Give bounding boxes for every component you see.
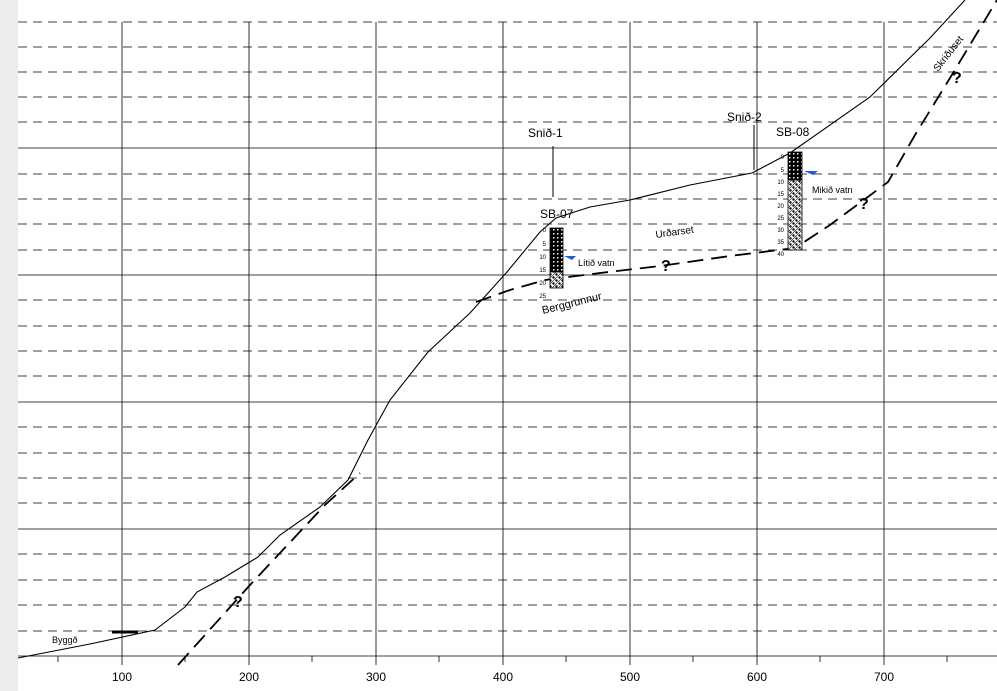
x-tick-label: 400 (493, 670, 513, 684)
byggd-label: Byggð (52, 635, 78, 645)
sb07-column (549, 227, 564, 273)
depth-tick: 15 (777, 192, 784, 198)
question-mark: ? (233, 594, 243, 611)
depth-tick: 10 (777, 180, 784, 186)
sb08-depth-scale: 0 5 10 15 20 25 30 35 40 (777, 155, 784, 258)
vertical-grid (121, 22, 885, 656)
depth-tick: 10 (539, 255, 546, 261)
question-mark: ? (859, 196, 869, 213)
plot-area (18, 0, 997, 691)
sb07-depth-scale: 0 5 10 15 20 25 (539, 228, 546, 300)
depth-tick: 15 (539, 268, 546, 274)
depth-tick: 40 (777, 252, 784, 258)
x-axis-labels: 100 200 300 400 500 600 700 (112, 670, 894, 684)
x-tick-label: 700 (874, 670, 894, 684)
question-mark: ? (952, 70, 962, 87)
depth-tick: 25 (539, 294, 546, 300)
depth-tick: 25 (777, 216, 784, 222)
depth-tick: 20 (539, 281, 546, 287)
section-1-label: Snið-1 (528, 126, 563, 140)
x-tick-label: 300 (366, 670, 386, 684)
depth-tick: 0 (781, 155, 785, 161)
sb07-column-lower (549, 271, 564, 289)
bedrock-line (177, 472, 361, 666)
depth-tick: 35 (777, 240, 784, 246)
urdarset-label: Urðarset (655, 224, 695, 241)
depth-tick: 5 (543, 242, 547, 248)
sb08-column-lower (787, 179, 803, 251)
sb08-label: SB-08 (776, 125, 810, 139)
horizontal-grid (18, 21, 997, 657)
litid-vatn-label: Lítið vatn (578, 258, 615, 268)
ground-surface-line (17, 0, 966, 659)
x-tick-label: 200 (239, 670, 259, 684)
question-mark: ? (661, 258, 671, 275)
depth-tick: 20 (777, 204, 784, 210)
x-tick-label: 600 (747, 670, 767, 684)
sb08-column (787, 151, 803, 181)
left-margin (0, 0, 18, 691)
depth-tick: 30 (777, 228, 784, 234)
water-level-icon (564, 256, 576, 260)
section-2-label: Snið-2 (727, 110, 762, 124)
sb07-label: SB-07 (540, 207, 574, 221)
bedrock-line-upper (475, 0, 997, 303)
mikid-vatn-label: Mikið vatn (812, 185, 853, 195)
depth-tick: 5 (781, 168, 785, 174)
depth-tick: 0 (543, 228, 547, 234)
water-level-icon (804, 171, 818, 175)
x-tick-label: 100 (112, 670, 132, 684)
x-tick-label: 500 (620, 670, 640, 684)
